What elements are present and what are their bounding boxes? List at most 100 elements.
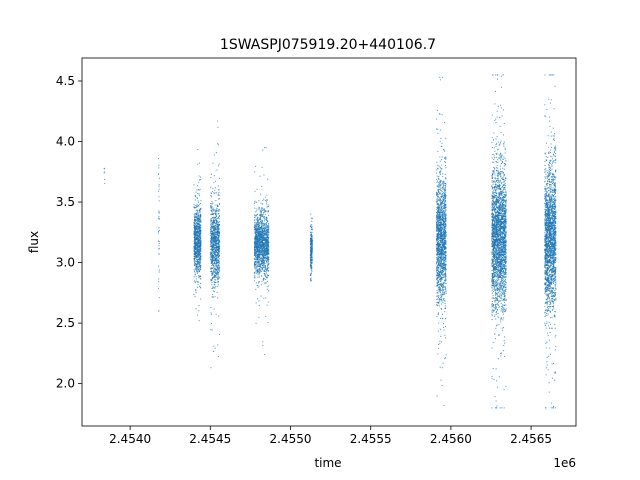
data-point bbox=[210, 261, 212, 263]
data-point bbox=[210, 254, 212, 256]
data-point bbox=[194, 272, 196, 274]
data-point bbox=[436, 260, 438, 262]
data-point bbox=[197, 205, 199, 207]
data-point bbox=[198, 220, 200, 222]
data-point bbox=[195, 238, 197, 240]
data-point bbox=[214, 269, 216, 271]
data-point bbox=[217, 268, 219, 270]
data-point bbox=[213, 238, 215, 240]
data-point bbox=[438, 178, 440, 180]
data-point bbox=[443, 262, 445, 264]
data-point bbox=[196, 254, 198, 256]
data-point bbox=[199, 179, 201, 181]
data-point bbox=[211, 210, 213, 212]
data-point bbox=[267, 238, 269, 240]
data-point bbox=[438, 225, 440, 227]
data-point bbox=[218, 272, 220, 274]
data-point bbox=[437, 200, 439, 202]
data-point bbox=[437, 168, 439, 170]
data-point bbox=[263, 211, 265, 213]
data-point bbox=[267, 253, 268, 255]
data-point bbox=[214, 287, 216, 289]
data-point bbox=[311, 245, 313, 247]
data-point bbox=[260, 237, 262, 239]
data-point bbox=[445, 220, 447, 222]
data-point bbox=[198, 266, 200, 268]
data-point bbox=[256, 258, 258, 260]
data-point bbox=[311, 247, 313, 249]
data-point bbox=[198, 259, 200, 261]
data-point bbox=[445, 214, 447, 216]
data-point bbox=[444, 150, 446, 152]
data-point bbox=[264, 242, 266, 244]
data-point bbox=[215, 214, 217, 216]
data-point bbox=[218, 267, 220, 269]
data-point bbox=[211, 262, 213, 264]
data-point bbox=[198, 210, 200, 212]
data-point bbox=[442, 228, 444, 230]
data-point bbox=[260, 210, 262, 212]
data-point bbox=[437, 258, 439, 260]
data-point bbox=[211, 214, 213, 216]
data-point bbox=[440, 240, 442, 242]
data-point bbox=[211, 209, 213, 211]
data-point bbox=[311, 248, 313, 250]
data-point bbox=[254, 214, 256, 216]
data-point bbox=[194, 232, 196, 234]
data-point bbox=[261, 275, 263, 277]
data-point bbox=[264, 253, 266, 255]
data-point bbox=[158, 245, 160, 247]
data-point bbox=[435, 304, 437, 306]
data-point bbox=[210, 259, 212, 261]
data-point bbox=[260, 224, 262, 226]
data-point bbox=[200, 298, 202, 300]
data-point bbox=[442, 257, 444, 259]
data-point bbox=[218, 209, 220, 211]
data-point bbox=[438, 284, 440, 286]
data-point bbox=[441, 232, 443, 234]
data-point bbox=[441, 238, 443, 240]
data-point bbox=[197, 263, 199, 265]
data-point bbox=[198, 239, 200, 241]
data-point bbox=[440, 300, 442, 302]
data-point bbox=[195, 230, 197, 232]
data-point bbox=[443, 242, 445, 244]
data-point bbox=[311, 234, 313, 236]
data-point bbox=[442, 188, 444, 190]
data-point bbox=[210, 244, 212, 246]
data-point bbox=[257, 257, 259, 259]
data-point bbox=[260, 253, 262, 255]
data-point bbox=[310, 247, 312, 249]
data-point bbox=[197, 219, 199, 221]
data-point bbox=[436, 290, 438, 292]
data-point bbox=[435, 246, 437, 248]
data-point bbox=[441, 215, 443, 217]
data-point bbox=[265, 267, 267, 269]
data-point bbox=[255, 230, 257, 232]
data-point bbox=[258, 252, 260, 254]
data-point bbox=[437, 251, 439, 253]
data-point bbox=[211, 206, 213, 208]
data-point bbox=[210, 228, 212, 230]
data-point bbox=[197, 200, 199, 202]
data-point bbox=[194, 270, 196, 272]
data-point bbox=[310, 267, 312, 269]
data-point bbox=[439, 264, 441, 266]
data-point bbox=[199, 224, 201, 226]
data-point bbox=[215, 242, 217, 244]
data-point bbox=[210, 235, 212, 237]
data-point bbox=[193, 246, 195, 248]
data-point bbox=[255, 239, 257, 241]
data-point bbox=[311, 260, 313, 262]
data-point bbox=[256, 219, 258, 221]
data-point bbox=[266, 270, 268, 272]
data-point bbox=[195, 248, 197, 250]
data-point bbox=[215, 210, 217, 212]
data-point bbox=[196, 239, 198, 241]
data-point bbox=[440, 187, 442, 189]
data-point bbox=[194, 196, 196, 198]
data-point bbox=[438, 222, 440, 224]
data-point bbox=[444, 241, 446, 243]
data-point bbox=[261, 261, 263, 263]
data-point bbox=[212, 222, 214, 224]
